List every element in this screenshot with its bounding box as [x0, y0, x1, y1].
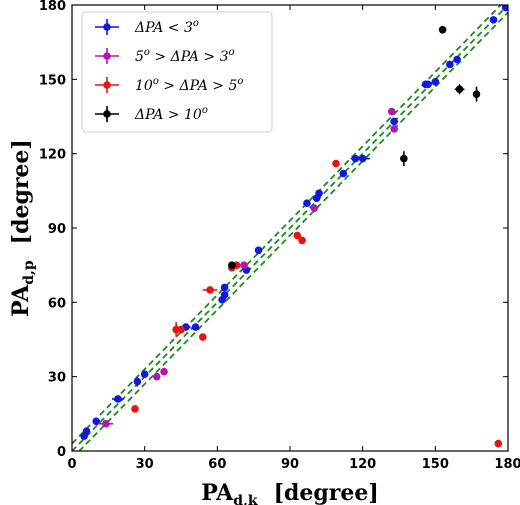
legend-label-part: > ΔPA > 3	[150, 49, 229, 65]
data-point	[453, 55, 461, 64]
data-point	[191, 323, 200, 331]
x-tick-label: 30	[136, 457, 154, 472]
data-point	[254, 246, 263, 255]
legend-box	[81, 11, 273, 133]
y-tick-label: 60	[48, 296, 66, 311]
data-point	[358, 154, 367, 163]
reference-line	[78, 11, 508, 451]
data-point	[228, 261, 236, 269]
data-point	[431, 78, 440, 86]
legend-label-part: < 3	[163, 20, 193, 36]
data-point	[293, 231, 302, 240]
data-point	[298, 236, 306, 245]
x-axis-label: PAd,k [degree]	[201, 480, 379, 505]
data-point	[199, 333, 207, 341]
legend-label-part: ΔPA	[134, 107, 163, 123]
data-point	[220, 291, 229, 299]
data-point	[501, 5, 508, 12]
legend-marker-dot	[103, 52, 111, 60]
data-point	[114, 395, 122, 403]
data-point	[390, 117, 398, 126]
data-point	[446, 60, 454, 69]
legend-marker-dot	[103, 23, 111, 31]
x-tick-label: 180	[494, 457, 520, 472]
data-point	[220, 283, 229, 292]
data-point	[332, 159, 340, 168]
data-point	[82, 427, 91, 435]
x-tick-label: 0	[67, 457, 76, 472]
data-point	[494, 439, 503, 448]
data-point	[400, 154, 408, 163]
data-point	[315, 189, 323, 198]
legend-label: ΔPA > 10o	[134, 105, 208, 123]
axes-frame	[71, 4, 509, 452]
reference-line	[72, 5, 502, 445]
data-point	[387, 107, 396, 116]
legend-label-part: o	[193, 18, 199, 29]
x-tick-label: 90	[281, 457, 299, 472]
data-point	[489, 16, 498, 24]
data-point	[310, 204, 319, 212]
data-point	[390, 125, 398, 133]
x-tick-label: 150	[422, 457, 449, 472]
legend-label-part: 5	[135, 49, 144, 65]
data-point	[206, 286, 214, 294]
legend-label-part: ΔPA	[134, 20, 163, 36]
legend-label-part: o	[153, 76, 159, 87]
legend-label-part: > ΔPA > 5	[159, 78, 238, 94]
data-point	[455, 85, 464, 94]
axis-ticks: 0 30 60 90 120 150 180 0 30 60 90 120 150 180	[39, 0, 520, 472]
data-point	[102, 419, 110, 428]
data-point	[240, 261, 248, 269]
y-axis-label: PAd,p[degree]	[8, 139, 37, 317]
plot-area	[72, 5, 508, 451]
legend-label-part: 10	[135, 78, 153, 94]
y-tick-label: 90	[48, 222, 66, 237]
legend-label-part: o	[202, 105, 208, 116]
y-tick-label: 120	[39, 148, 66, 163]
legend-label: 5o > ΔPA > 3o	[135, 47, 235, 65]
data-point	[140, 370, 149, 378]
series-group	[131, 159, 503, 448]
legend-label: 10o > ΔPA > 5o	[135, 76, 243, 94]
legend-marker-dot	[103, 110, 111, 118]
y-tick-label: 150	[39, 73, 66, 88]
y-tick-label: 180	[39, 0, 66, 14]
series-group	[228, 25, 481, 269]
data-point	[424, 80, 432, 89]
data-point	[160, 367, 168, 376]
data-point	[303, 199, 311, 208]
legend-label-part: o	[144, 47, 150, 58]
data-point	[133, 377, 142, 386]
data-point	[92, 417, 101, 426]
y-tick-label: 30	[48, 371, 66, 386]
y-tick-label: 0	[57, 445, 66, 460]
data-point	[152, 372, 161, 381]
data-point	[131, 405, 139, 413]
data-point	[339, 169, 348, 178]
data-point	[472, 90, 481, 98]
legend-label-part: o	[228, 47, 234, 58]
legend-label: ΔPA < 3o	[134, 18, 199, 36]
legend-label-part: > 10	[163, 107, 202, 123]
legend-marker-dot	[103, 81, 111, 89]
data-point	[177, 325, 185, 334]
data-point	[438, 25, 447, 34]
x-tick-label: 120	[349, 457, 376, 472]
x-tick-label: 60	[208, 457, 226, 472]
series-group	[98, 107, 398, 428]
legend-label-part: o	[237, 76, 243, 87]
